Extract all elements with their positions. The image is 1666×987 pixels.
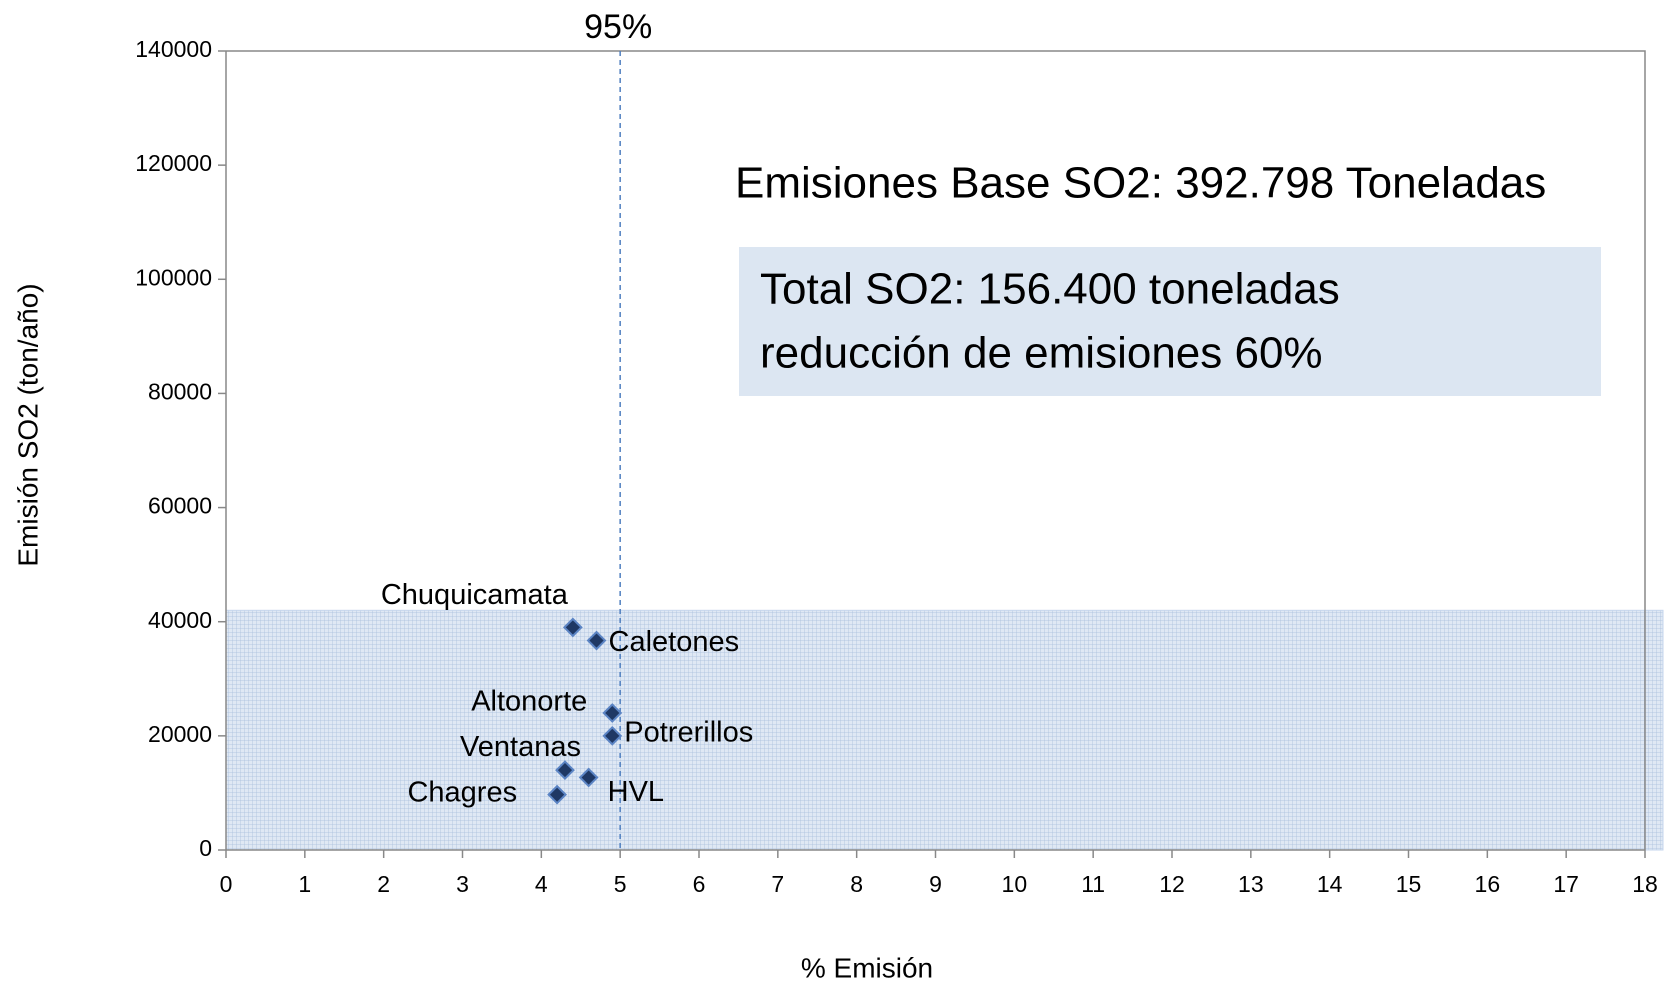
point	[602, 725, 623, 746]
point-label: Altonorte	[471, 686, 587, 718]
y-tick-label: 140000	[135, 36, 212, 62]
x-tick-label: 6	[693, 871, 706, 897]
point	[586, 630, 607, 651]
y-tick-label: 20000	[148, 721, 212, 747]
point-label: Chagres	[407, 776, 517, 808]
x-tick-label: 17	[1553, 871, 1579, 897]
point-label: Potrerillos	[624, 717, 753, 749]
annotation-box-line: reducción de emisiones 60%	[760, 329, 1323, 378]
y-tick-label: 80000	[148, 379, 212, 405]
x-tick-label: 0	[220, 871, 233, 897]
x-tick-label: 11	[1081, 871, 1105, 897]
x-tick-label: 9	[929, 871, 942, 897]
x-tick-label: 15	[1396, 871, 1422, 897]
y-axis-title: Emisión SO2 (ton/año)	[12, 283, 43, 566]
point	[602, 703, 623, 723]
reference-label: 95%	[584, 8, 652, 46]
x-tick-label: 18	[1632, 871, 1658, 897]
y-tick-label: 120000	[135, 150, 212, 176]
plot-border	[226, 50, 1646, 850]
x-tick-label: 1	[298, 871, 311, 897]
x-axis-title: % Emisión	[801, 952, 933, 983]
x-tick-label: 10	[1002, 871, 1028, 897]
x-tick-label: 4	[535, 871, 548, 897]
shaded-band	[225, 609, 1664, 851]
y-tick-label: 100000	[135, 264, 212, 290]
x-tick-label: 14	[1317, 871, 1343, 897]
point	[578, 767, 599, 788]
y-tick-label: 0	[199, 835, 212, 861]
point	[555, 760, 575, 780]
x-tick-label: 16	[1475, 871, 1501, 897]
x-tick-label: 13	[1238, 871, 1264, 897]
x-tick-label: 7	[771, 871, 784, 897]
annotation-box	[739, 247, 1601, 396]
point-label: Ventanas	[460, 731, 581, 763]
x-tick-label: 12	[1159, 871, 1185, 897]
y-tick-label: 60000	[148, 493, 212, 519]
point	[547, 784, 567, 805]
y-tick-label: 40000	[148, 607, 212, 633]
annotation-box-line: Total SO2: 156.400 toneladas	[760, 265, 1340, 314]
x-tick-label: 5	[614, 871, 627, 897]
point-label: Caletones	[609, 626, 740, 658]
x-tick-label: 8	[850, 871, 863, 897]
x-tick-label: 2	[377, 871, 390, 897]
point-label: Chuquicamata	[381, 579, 569, 611]
annotation: Emisiones Base SO2: 392.798 Toneladas	[735, 159, 1546, 208]
point-label: HVL	[608, 776, 664, 808]
point	[562, 617, 583, 638]
x-tick-label: 3	[456, 871, 469, 897]
